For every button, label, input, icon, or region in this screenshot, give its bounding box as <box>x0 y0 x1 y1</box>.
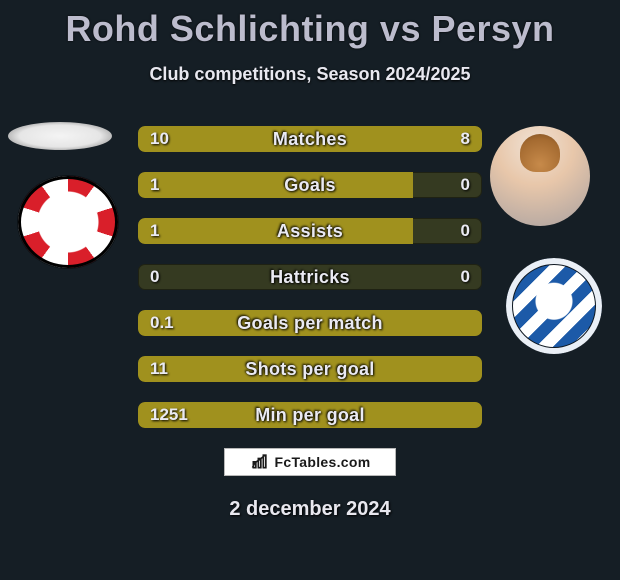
date-label: 2 december 2024 <box>0 498 620 521</box>
chart-icon <box>250 451 270 474</box>
subtitle: Club competitions, Season 2024/2025 <box>0 64 620 85</box>
page-title: Rohd Schlichting vs Persyn <box>0 0 620 50</box>
watermark-text: FcTables.com <box>275 454 371 470</box>
stat-row: 1251Min per goal <box>138 402 482 428</box>
club-crest-right <box>506 258 602 354</box>
stats-bars: 108Matches 10Goals 10Assists 00Hattricks 0.1… <box>138 126 482 448</box>
stat-label: Goals per match <box>138 310 482 336</box>
stat-label: Hattricks <box>138 264 482 290</box>
player-left-avatar <box>8 122 112 150</box>
watermark: FcTables.com <box>224 448 396 476</box>
stat-row: 0.1Goals per match <box>138 310 482 336</box>
player-right-avatar <box>490 126 590 226</box>
stat-row: 10Goals <box>138 172 482 198</box>
stat-label: Matches <box>138 126 482 152</box>
stat-label: Assists <box>138 218 482 244</box>
stat-label: Shots per goal <box>138 356 482 382</box>
stat-row: 00Hattricks <box>138 264 482 290</box>
stat-row: 10Assists <box>138 218 482 244</box>
stat-row: 11Shots per goal <box>138 356 482 382</box>
stat-row: 108Matches <box>138 126 482 152</box>
stat-label: Goals <box>138 172 482 198</box>
club-crest-left <box>18 176 118 268</box>
stat-label: Min per goal <box>138 402 482 428</box>
